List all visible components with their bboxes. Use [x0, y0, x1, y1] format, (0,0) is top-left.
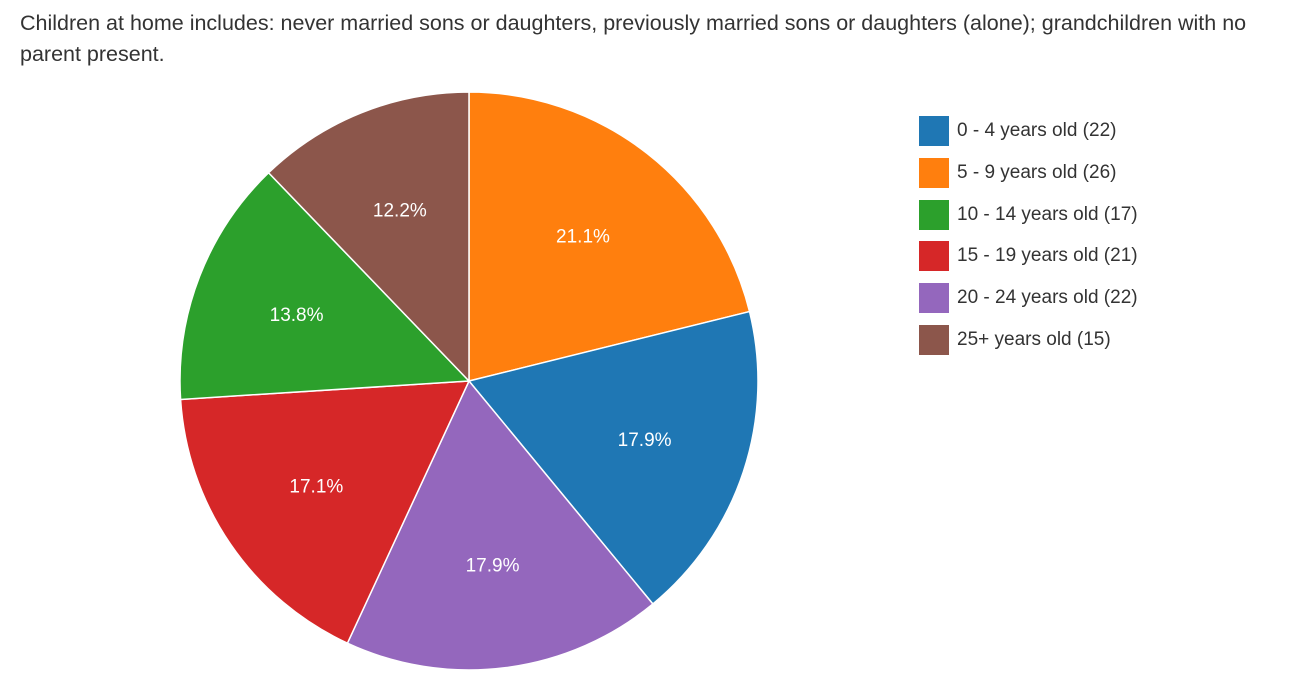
legend-swatch	[919, 283, 949, 314]
pie-slice-4[interactable]	[179, 171, 471, 401]
pie-slice-label-1: 17.9%	[618, 430, 672, 451]
legend-swatch	[919, 199, 949, 230]
legend-label: 0 - 4 years old (22)	[957, 120, 1117, 141]
pie-slice-5[interactable]	[267, 91, 470, 383]
pie-slice-label-3: 17.1%	[289, 476, 343, 497]
pie-slice-label-0: 21.1%	[556, 226, 610, 247]
legend-item-5[interactable]: 25+ years old (15)	[919, 324, 1138, 355]
legend-item-0[interactable]: 0 - 4 years old (22)	[919, 116, 1138, 146]
pie-slice-label-4: 13.8%	[270, 305, 324, 326]
legend-item-4[interactable]: 20 - 24 years old (22)	[919, 283, 1138, 314]
legend-swatch	[919, 324, 949, 355]
pie-slice-3[interactable]	[179, 380, 471, 645]
legend-label: 15 - 19 years old (21)	[957, 245, 1138, 267]
chart-title: Children at home includes: never married…	[20, 11, 1247, 66]
legend-item-3[interactable]: 15 - 19 years old (21)	[919, 241, 1138, 272]
legend-swatch	[919, 241, 949, 272]
legend-item-1[interactable]: 5 - 9 years old (26)	[919, 157, 1138, 188]
pie-chart: 21.1% 17.9% 17.9% 17.1% 13.8% 12.2%	[179, 91, 759, 671]
pie-slice-1[interactable]	[467, 310, 759, 606]
legend-label: 10 - 14 years old (17)	[957, 203, 1138, 225]
legend-swatch	[919, 157, 949, 188]
legend-label: 25+ years old (15)	[957, 328, 1111, 350]
pie-slice-0[interactable]	[468, 91, 751, 382]
pie-slice-label-5: 12.2%	[373, 200, 427, 221]
chart-legend: 0 - 4 years old (22) 5 - 9 years old (26)…	[919, 116, 1138, 367]
legend-swatch	[919, 116, 949, 146]
legend-label: 5 - 9 years old (26)	[957, 161, 1117, 183]
legend-label: 20 - 24 years old (22)	[957, 287, 1138, 309]
pie-slice-label-2: 17.9%	[466, 555, 520, 576]
legend-item-2[interactable]: 10 - 14 years old (17)	[919, 199, 1138, 230]
pie-slice-2[interactable]	[346, 379, 654, 671]
